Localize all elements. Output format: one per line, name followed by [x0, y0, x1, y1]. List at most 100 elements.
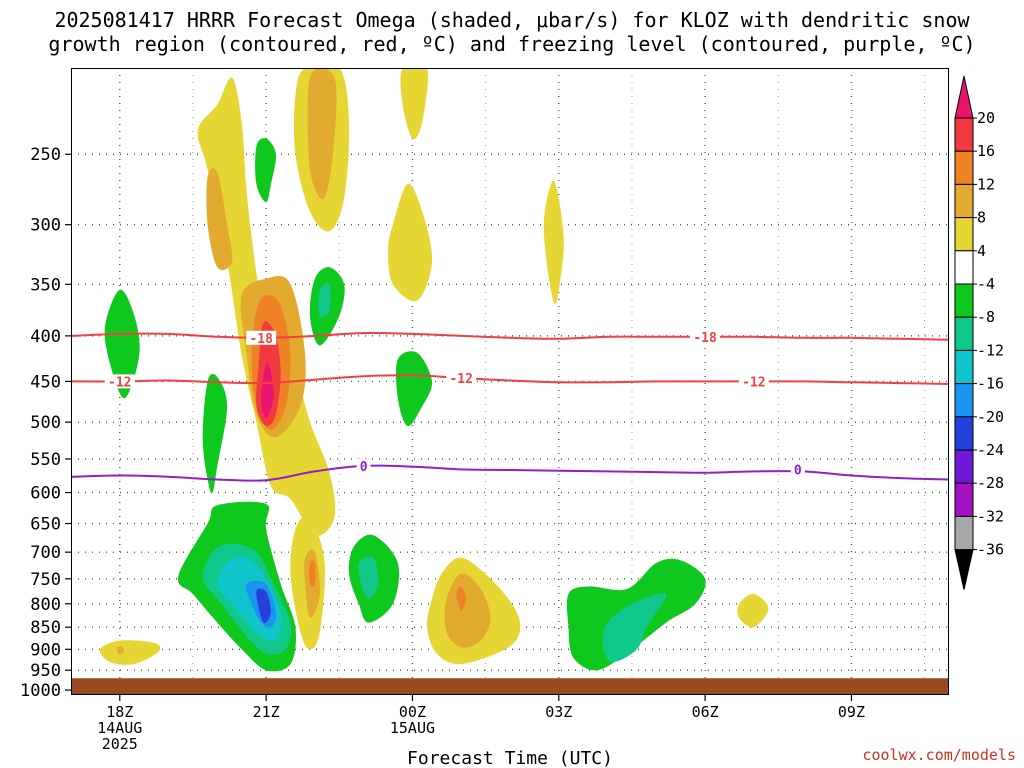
omega-region-28 — [400, 68, 429, 140]
contour-label-1-0: -12 — [108, 375, 131, 390]
ytick-label-950: 950 — [30, 661, 61, 681]
ground-fill — [71, 678, 949, 695]
omega-region-9 — [307, 68, 337, 200]
contour-line-2 — [71, 464, 949, 482]
omega-region-2 — [206, 167, 233, 271]
colorbar-label-13: -36 — [977, 541, 1004, 559]
contour-label-bg-1-0 — [104, 374, 135, 389]
ytick-label-650: 650 — [30, 515, 61, 535]
ytick-label-250: 250 — [30, 145, 61, 165]
colorbar-swatch-0 — [954, 117, 974, 152]
xtick-label-09Z: 09Z — [838, 703, 865, 721]
omega-region-34 — [99, 640, 161, 665]
ytick-label-900: 900 — [30, 640, 61, 660]
colorbar-label-6: -8 — [977, 308, 995, 326]
ytick-label-500: 500 — [30, 413, 61, 433]
xtick-label-18Z: 18Z — [106, 703, 133, 721]
colorbar-swatch-5 — [954, 283, 974, 318]
colorbar-label-11: -28 — [977, 474, 1004, 492]
colorbar-label-7: -12 — [977, 341, 1004, 359]
ytick-label-750: 750 — [30, 570, 61, 590]
colorbar-swatch-7 — [954, 349, 974, 385]
omega-region-12 — [202, 373, 228, 494]
colorbar-swatch-9 — [954, 416, 974, 451]
omega-region-15 — [309, 560, 316, 587]
omega-region-0 — [104, 289, 140, 399]
xtick-sublabel2-18Z: 2025 — [102, 735, 138, 753]
xtick-sublabel-00Z: 15AUG — [390, 719, 435, 737]
x-axis-label: Forecast Time (UTC) — [407, 748, 613, 768]
ytick-label-800: 800 — [30, 595, 61, 615]
colorbar-label-3: 8 — [977, 209, 986, 227]
colorbar-swatch-11 — [954, 482, 974, 517]
ytick-label-1000: 1000 — [20, 681, 61, 701]
omega-region-26 — [456, 586, 467, 612]
chart-title-line2: growth region (contoured, red, ºC) and f… — [48, 32, 976, 56]
colorbar-swatch-4 — [954, 250, 974, 285]
ytick-label-850: 850 — [30, 618, 61, 638]
colorbar-label-2: 12 — [977, 175, 995, 193]
omega-region-25 — [444, 573, 491, 648]
colorbar-label-9: -20 — [977, 408, 1004, 426]
colorbar-label-4: 4 — [977, 242, 986, 260]
omega-region-20 — [256, 588, 271, 624]
colorbar-label-1: 16 — [977, 142, 995, 160]
xtick-label-00Z: 00Z — [399, 703, 426, 721]
ytick-label-600: 600 — [30, 484, 61, 504]
chart-title-line1: 2025081417 HRRR Forecast Omega (shaded, … — [54, 8, 970, 32]
omega-region-7 — [255, 138, 277, 203]
omega-shading — [99, 68, 769, 672]
contour-label-2-1: 0 — [794, 463, 802, 478]
xtick-label-03Z: 03Z — [545, 703, 572, 721]
omega-region-29 — [543, 180, 564, 305]
ytick-label-550: 550 — [30, 450, 61, 470]
omega-region-33 — [737, 593, 769, 628]
contour-line-1 — [71, 374, 949, 385]
contour-line-0 — [71, 331, 949, 341]
omega-region-6 — [261, 362, 274, 419]
omega-region-11 — [318, 282, 331, 318]
omega-region-30 — [395, 351, 433, 427]
xtick-label-21Z: 21Z — [253, 703, 280, 721]
colorbar-swatch-8 — [954, 383, 974, 418]
omega-region-21 — [265, 602, 268, 612]
colorbar-swatch-6 — [954, 316, 974, 351]
colorbar-label-0: 20 — [977, 109, 995, 127]
contour-label-1-2: -12 — [742, 375, 765, 390]
contour-label-bg-0-1 — [690, 329, 721, 344]
temperature-contours: -18 -18 -12 -12 -12 0 0 — [71, 329, 949, 482]
contour-label-1-1: -12 — [449, 372, 472, 387]
contour-label-bg-1-1 — [446, 370, 477, 385]
contour-label-0-0: -18 — [249, 332, 273, 347]
contour-label-bg-2-0 — [356, 458, 371, 473]
colorbar-swatch-2 — [954, 183, 974, 219]
colorbar-swatch-10 — [954, 449, 974, 484]
contour-label-bg-2-1 — [790, 462, 805, 477]
omega-region-32 — [602, 593, 667, 663]
omega-region-23 — [358, 556, 379, 599]
contour-label-0-1: -18 — [693, 331, 717, 346]
colorbar-swatch-1 — [954, 150, 974, 185]
colorbar-label-10: -24 — [977, 441, 1004, 459]
source-credit: coolwx.com/models — [862, 746, 1016, 764]
colorbar-swatch-12 — [954, 515, 974, 551]
colorbar: 20 16 12 8 4 -4 -8 -12 -16 -20 -24 -28 -32 -36 — [954, 75, 1004, 590]
omega-region-35 — [116, 646, 124, 655]
ytick-label-300: 300 — [30, 216, 61, 236]
omega-region-27 — [388, 183, 433, 302]
colorbar-label-8: -16 — [977, 375, 1004, 393]
ground-terrain — [71, 678, 949, 695]
ytick-label-350: 350 — [30, 275, 61, 295]
contour-label-bg-0-0 — [246, 330, 277, 345]
ytick-label-450: 450 — [30, 372, 61, 392]
xtick-sublabel-18Z: 14AUG — [97, 719, 142, 737]
colorbar-top-arrow — [954, 75, 974, 119]
ytick-label-400: 400 — [30, 327, 61, 347]
axis-ticks: 2503003504004505005506006507007508008509… — [20, 145, 865, 768]
omega-region-1 — [197, 77, 336, 536]
contour-label-bg-1-2 — [738, 374, 769, 389]
contour-label-2-0: 0 — [360, 460, 368, 475]
colorbar-bottom-arrow — [954, 549, 974, 590]
xtick-label-06Z: 06Z — [692, 703, 719, 721]
